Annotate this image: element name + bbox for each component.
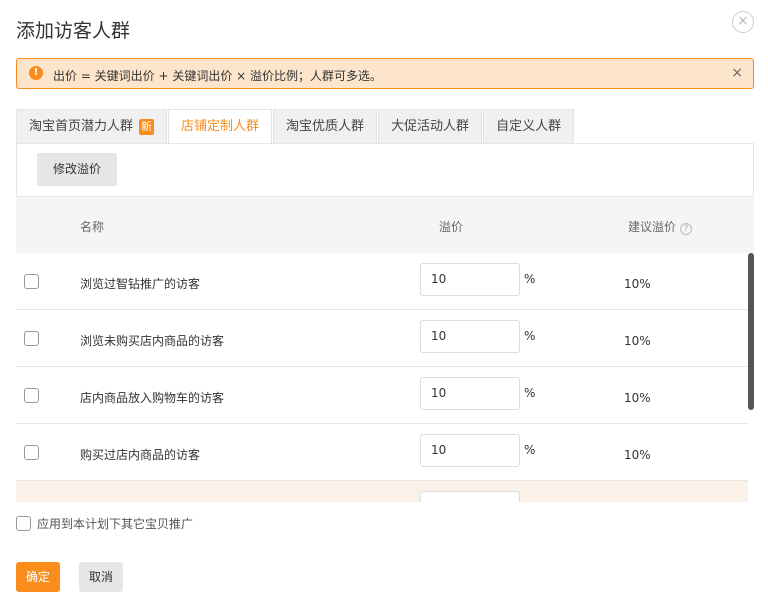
percent-unit: % (524, 272, 536, 286)
row-checkbox[interactable] (24, 388, 39, 403)
header-suggested: 建议溢价? (628, 218, 693, 235)
alert-text: 出价 = 关键词出价 + 关键词出价 × 溢价比例；人群可多选。 (53, 69, 383, 83)
apply-label: 应用到本计划下其它宝贝推广 (37, 517, 194, 531)
new-badge: 新 (139, 118, 155, 135)
suggested-premium: 10% (624, 334, 651, 348)
tab-panel: 修改溢价 (16, 143, 754, 196)
crowd-table: 名称 溢价 建议溢价? 浏览过智钻推广的访客 10 % 10% 浏览未购买店内商… (16, 196, 754, 502)
exclamation-icon: ! (29, 66, 43, 80)
suggested-premium: 10% (624, 448, 651, 462)
row-checkbox[interactable] (24, 274, 39, 289)
table-row: 店内商品放入购物车的访客 10 % 10% (16, 367, 748, 424)
header-suggested-label: 建议溢价 (628, 220, 677, 234)
row-name: 浏览过智钻推广的访客 (80, 277, 201, 291)
percent-unit: % (524, 386, 536, 400)
tab-taobao-homepage[interactable]: 淘宝首页潜力人群新 (16, 109, 168, 143)
table-row: 浏览未购买店内商品的访客 10 % 10% (16, 310, 748, 367)
tab-custom[interactable]: 自定义人群 (483, 109, 575, 143)
tab-store-custom[interactable]: 店铺定制人群 (168, 109, 273, 144)
table-header: 名称 溢价 建议溢价? (16, 196, 754, 253)
row-checkbox[interactable] (24, 331, 39, 346)
table-row: 浏览过智钻推广的访客 10 % 10% (16, 253, 748, 310)
close-icon[interactable]: × (732, 11, 754, 33)
premium-input[interactable]: 10 (420, 263, 520, 296)
cancel-button[interactable]: 取消 (79, 562, 123, 592)
table-row-partial (16, 481, 748, 502)
dialog-title: 添加访客人群 (16, 20, 131, 42)
tab-bar: 淘宝首页潜力人群新 店铺定制人群 淘宝优质人群 大促活动人群 自定义人群 (16, 109, 575, 144)
confirm-button[interactable]: 确定 (16, 562, 60, 592)
table-row: 购买过店内商品的访客 10 % 10% (16, 424, 748, 481)
premium-input[interactable]: 10 (420, 377, 520, 410)
row-name: 购买过店内商品的访客 (80, 448, 201, 462)
premium-input[interactable] (420, 491, 520, 502)
row-name: 店内商品放入购物车的访客 (80, 391, 225, 405)
percent-unit: % (524, 329, 536, 343)
header-name: 名称 (80, 220, 105, 234)
tab-promotion[interactable]: 大促活动人群 (378, 109, 483, 143)
tab-label: 淘宝首页潜力人群 (29, 118, 134, 134)
header-premium: 溢价 (439, 220, 464, 234)
suggested-premium: 10% (624, 277, 651, 291)
modify-premium-button[interactable]: 修改溢价 (37, 153, 117, 186)
premium-input[interactable]: 10 (420, 434, 520, 467)
apply-checkbox[interactable] (16, 516, 31, 531)
suggested-premium: 10% (624, 391, 651, 405)
apply-to-others[interactable]: 应用到本计划下其它宝贝推广 (16, 515, 193, 532)
premium-input[interactable]: 10 (420, 320, 520, 353)
percent-unit: % (524, 443, 536, 457)
row-name: 浏览未购买店内商品的访客 (80, 334, 225, 348)
help-icon[interactable]: ? (680, 223, 693, 235)
alert-banner: ! 出价 = 关键词出价 + 关键词出价 × 溢价比例；人群可多选。 × (16, 58, 754, 89)
tab-taobao-quality[interactable]: 淘宝优质人群 (273, 109, 378, 143)
row-checkbox[interactable] (24, 445, 39, 460)
alert-close-icon[interactable]: × (731, 65, 743, 81)
scrollbar[interactable] (748, 253, 754, 410)
